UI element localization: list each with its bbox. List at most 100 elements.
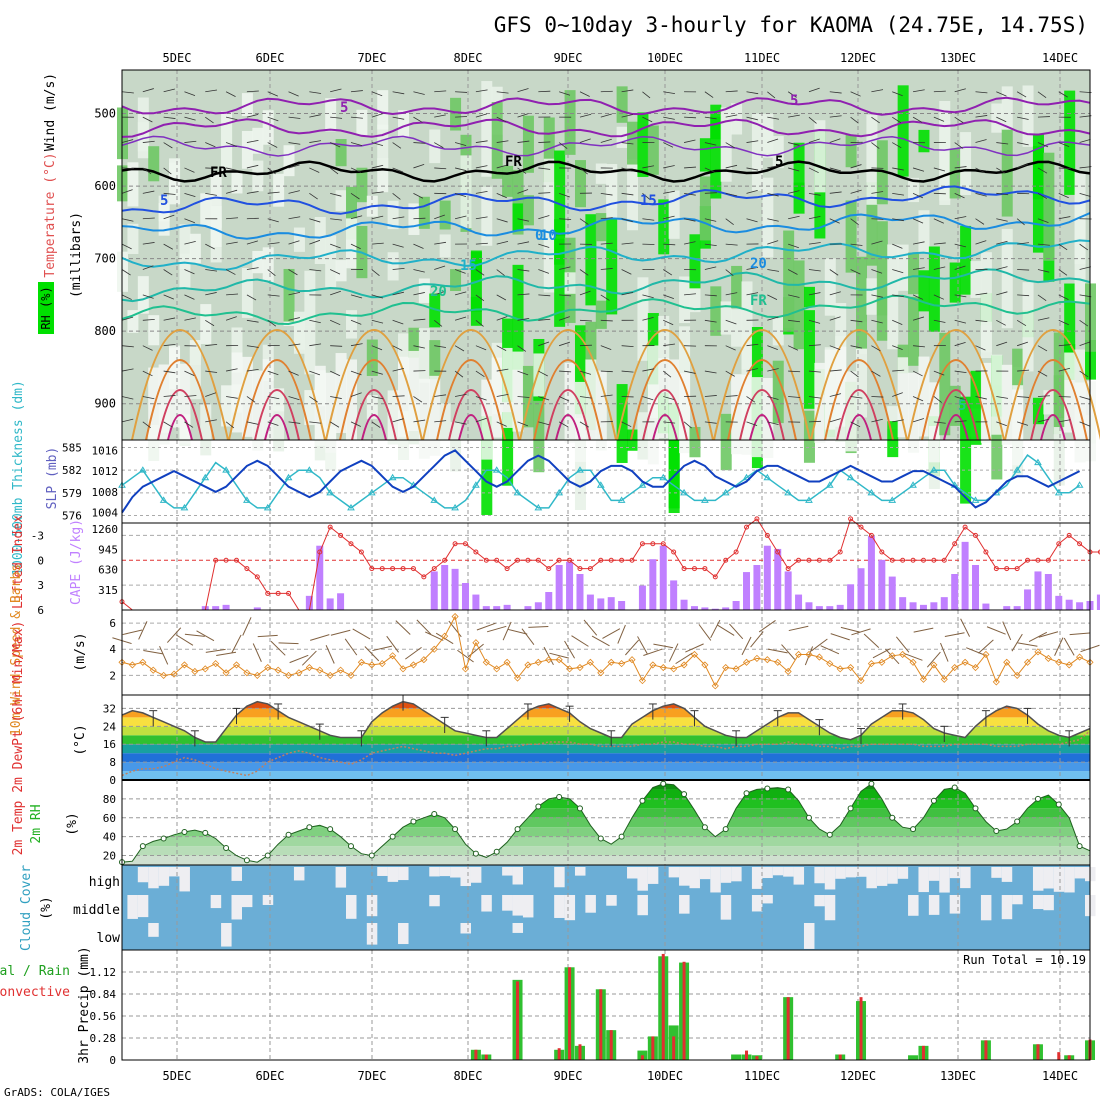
thickness-marker xyxy=(201,473,210,481)
wind-barb xyxy=(350,421,361,427)
cloud-cell xyxy=(158,867,170,886)
cape-bar xyxy=(722,607,730,610)
wind-speed-marker xyxy=(732,665,740,673)
contour-label: FR xyxy=(505,154,522,170)
precip-convective-bar xyxy=(1036,1044,1040,1060)
rh-marker xyxy=(410,818,417,825)
wind-unit-label: (m/s) xyxy=(73,632,88,671)
date-label-bottom: 14DEC xyxy=(1042,1069,1078,1083)
li-marker xyxy=(452,541,458,547)
wind-barb xyxy=(288,142,301,145)
wind-barb xyxy=(267,319,277,327)
thickness-marker xyxy=(180,503,189,511)
wind-barb xyxy=(121,418,134,423)
cloud-cell xyxy=(1064,867,1075,893)
wind-speed-marker xyxy=(232,661,241,669)
wind-barb xyxy=(205,419,217,423)
wind-barb xyxy=(602,628,621,639)
wind-barb xyxy=(871,240,883,245)
precip-convective-bar xyxy=(682,961,686,1060)
rh-marker xyxy=(1014,818,1021,825)
cape-bar xyxy=(618,601,626,610)
wind-barb xyxy=(330,629,351,636)
wind-barb xyxy=(205,648,226,653)
rh-dry-patch xyxy=(418,378,430,459)
li-marker xyxy=(900,557,906,563)
li-marker xyxy=(1056,541,1062,547)
rh-axis-label: 2m RH xyxy=(29,804,44,843)
rh-blob xyxy=(325,235,337,288)
surface-temp-arch xyxy=(422,329,520,441)
wind-barb xyxy=(1079,166,1092,169)
temp-contour xyxy=(121,294,1091,326)
wind-speed-marker xyxy=(597,669,605,677)
wind-barb xyxy=(725,114,738,118)
wind-barb xyxy=(413,243,424,249)
wind-barb xyxy=(637,636,648,655)
surface-temp-arch xyxy=(436,359,506,441)
wind-barb xyxy=(996,116,1007,123)
surface-temp-arch xyxy=(630,359,700,441)
wind-barb xyxy=(330,88,342,93)
wind-speed-marker xyxy=(784,667,792,676)
cloud-cell xyxy=(481,895,492,912)
li-marker xyxy=(941,557,947,563)
wind-barb xyxy=(954,420,967,423)
wind-barb xyxy=(138,621,148,640)
wind-barb xyxy=(392,193,401,200)
wind-barb xyxy=(933,370,945,376)
wind-barb xyxy=(163,243,174,250)
wind-barb xyxy=(559,341,571,347)
li-marker xyxy=(369,566,375,572)
wind-barb xyxy=(205,392,217,397)
cape-bar xyxy=(472,594,480,610)
surface-temp-arch xyxy=(642,389,688,441)
cloud-cell xyxy=(179,867,190,892)
cape-bar xyxy=(940,597,948,610)
rh-marker xyxy=(514,826,521,833)
wind-barb xyxy=(892,218,904,222)
wind-barb xyxy=(392,395,405,397)
thickness-marker xyxy=(721,488,730,496)
rh-blob xyxy=(148,315,160,346)
wind-barb xyxy=(496,140,509,143)
temp-axis-label: 2m Temp 2m DewPt (6hr Min/Max) xyxy=(11,621,26,856)
rh-marker xyxy=(639,797,646,804)
rh-blob xyxy=(189,348,201,400)
wind-barb xyxy=(350,370,362,376)
rh-blob xyxy=(293,317,305,354)
rh-dry-patch xyxy=(564,362,576,443)
wind-barb xyxy=(642,396,654,401)
cloud-cell xyxy=(1043,867,1054,889)
wind-barb xyxy=(309,218,321,223)
wind-barb xyxy=(196,630,215,642)
wind-barb xyxy=(600,394,613,397)
temp-axis-label: Temperature (°C) xyxy=(43,152,58,277)
rh-blob xyxy=(127,310,139,333)
thickness-marker xyxy=(284,473,293,481)
cloud-cell xyxy=(856,867,867,877)
wind-barb xyxy=(996,319,1006,326)
wind-barb xyxy=(434,394,447,397)
temp-contour xyxy=(121,118,1091,138)
cloud-cell xyxy=(679,867,690,886)
wind-barb xyxy=(288,269,298,276)
wind-barb xyxy=(746,396,756,403)
wind-barb xyxy=(246,191,259,194)
wind-barb xyxy=(454,269,466,274)
surface-temp-arch xyxy=(943,414,969,441)
wind-barb xyxy=(663,142,674,148)
wind-speed-marker xyxy=(128,661,136,669)
wind-barb xyxy=(325,645,335,664)
wind-barb xyxy=(912,218,924,224)
wind-barb xyxy=(808,215,821,220)
surface-temp-arch xyxy=(458,414,484,441)
cloud-cell xyxy=(1074,867,1086,879)
wind-barb xyxy=(885,648,900,665)
wind-barb xyxy=(767,368,779,372)
rh-blob xyxy=(1043,390,1055,415)
rh-dry-patch xyxy=(762,378,774,459)
slp-axis-label: SLP (mb) xyxy=(45,447,60,510)
wind-barb xyxy=(142,421,152,429)
cape-bar xyxy=(878,559,886,610)
